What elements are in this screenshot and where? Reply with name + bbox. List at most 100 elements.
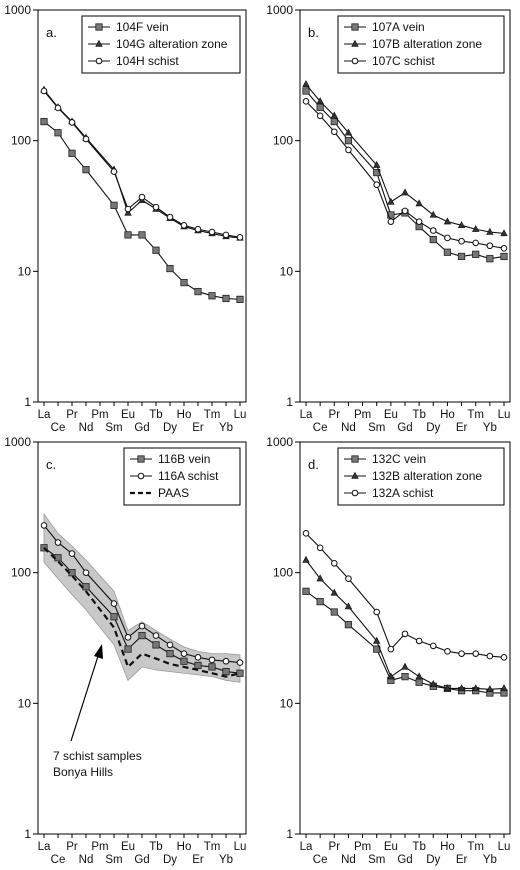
data-point-square (236, 295, 244, 303)
data-point-square (302, 587, 310, 595)
x-tick-label: Dy (163, 422, 177, 434)
data-point-circle (373, 608, 381, 616)
x-tick-label: Tm (467, 841, 484, 853)
data-point-square (180, 278, 188, 287)
data-point-triangle (330, 588, 338, 596)
data-point-triangle (429, 680, 437, 687)
data-point-circle (208, 228, 216, 236)
data-point-circle (401, 207, 409, 215)
data-point-circle (82, 135, 90, 143)
legend: 132C vein 132B alteration zone 132A schist (337, 447, 505, 506)
data-point-circle (458, 237, 465, 245)
x-tick-label: Pm (354, 409, 371, 421)
data-point-circle (429, 227, 437, 234)
data-point-circle (302, 530, 310, 537)
data-point-triangle (387, 197, 395, 205)
x-tick-label: Tb (412, 409, 425, 421)
data-point-triangle (302, 80, 310, 88)
x-tick-label: Ce (51, 854, 66, 866)
series-line (43, 121, 241, 300)
data-point-circle (472, 239, 480, 247)
y-tick-label: 1000 (266, 3, 293, 17)
x-tick-label: Dy (163, 854, 177, 866)
data-point-circle (138, 622, 146, 630)
x-tick-label: Lu (498, 841, 511, 853)
panel-label: d. (308, 457, 319, 472)
x-tick-label: Sm (105, 854, 122, 866)
x-tick-label: Yb (483, 422, 497, 434)
x-tick-label: Nd (79, 854, 94, 866)
x-tick-label: Ce (313, 422, 328, 434)
data-point-circle (40, 522, 48, 529)
data-point-square (166, 264, 174, 273)
legend-label: 132B alteration zone (372, 469, 482, 483)
data-point-circle (458, 650, 465, 657)
x-tick-label: Eu (121, 841, 135, 853)
y-tick-label: 1 (24, 395, 31, 409)
data-point-triangle (344, 128, 353, 136)
data-point-circle (68, 550, 76, 557)
data-point-square (222, 294, 230, 303)
y-tick-label: 1 (286, 827, 293, 841)
x-tick-label: Sm (368, 854, 385, 866)
data-point-circle (302, 98, 310, 105)
x-tick-label: La (38, 841, 51, 853)
data-point-triangle (387, 672, 395, 680)
data-point-triangle (486, 227, 494, 235)
data-point-square (344, 137, 353, 145)
data-point-square (110, 201, 118, 209)
legend-label: PAAS (158, 486, 189, 500)
data-point-square (222, 667, 230, 676)
data-point-circle (373, 181, 381, 189)
series-line (305, 559, 505, 690)
data-point-circle (180, 222, 188, 229)
x-tick-label: Ce (51, 422, 66, 434)
x-tick-label: Ho (440, 409, 455, 421)
legend: 116B vein 116A schist PAAS (123, 447, 241, 506)
data-point-circle (222, 657, 230, 665)
data-point-circle (500, 654, 508, 661)
x-tick-label: Lu (234, 409, 247, 421)
data-point-square (208, 663, 216, 671)
data-point-triangle (316, 97, 324, 105)
data-point-triangle (500, 229, 508, 237)
data-point-triangle (500, 684, 508, 692)
legend-label: 132C vein (372, 452, 426, 466)
annotation-line-2: Bonya Hills (53, 765, 113, 779)
x-tick-label: Tm (467, 409, 484, 421)
data-point-square (124, 645, 132, 653)
x-tick-label: Tb (412, 841, 425, 853)
x-tick-label: Er (192, 854, 204, 866)
data-point-circle (401, 630, 409, 638)
data-point-square (194, 287, 202, 296)
data-point-circle (208, 656, 216, 664)
data-point-circle (330, 128, 338, 136)
series-line (43, 90, 241, 238)
legend-label: 116A schist (158, 469, 219, 483)
data-point-square (316, 103, 324, 111)
data-point-circle (472, 650, 480, 657)
x-tick-label: Dy (426, 854, 440, 866)
x-tick-label: Pr (66, 841, 78, 853)
x-tick-label: Ho (177, 409, 192, 421)
data-point-square (415, 678, 423, 686)
data-point-circle (82, 569, 90, 576)
data-point-square (236, 669, 244, 677)
data-point-square (387, 211, 395, 219)
data-point-circle (194, 225, 202, 233)
series-line (43, 89, 241, 239)
data-point-circle (236, 234, 244, 241)
panel-d: 1 10 100 1000 LaCePrNdPmSmEuGdTbDyHoErTmYbLu… (266, 435, 511, 866)
data-point-square (457, 252, 466, 261)
panel-a: 1 10 100 1000 LaCePrNdPmSmEuGdTbDyHoErTmYbLu… (4, 3, 247, 434)
x-tick-label: La (38, 409, 51, 421)
data-point-circle (222, 231, 230, 239)
series-line (305, 83, 505, 234)
data-point-square (194, 661, 202, 670)
data-point-square (138, 231, 146, 239)
data-point-square (68, 149, 76, 157)
legend-marker-square (95, 23, 103, 31)
legend-marker-square (351, 23, 359, 31)
data-point-triangle (302, 555, 310, 563)
legend-marker-circle (351, 489, 359, 497)
